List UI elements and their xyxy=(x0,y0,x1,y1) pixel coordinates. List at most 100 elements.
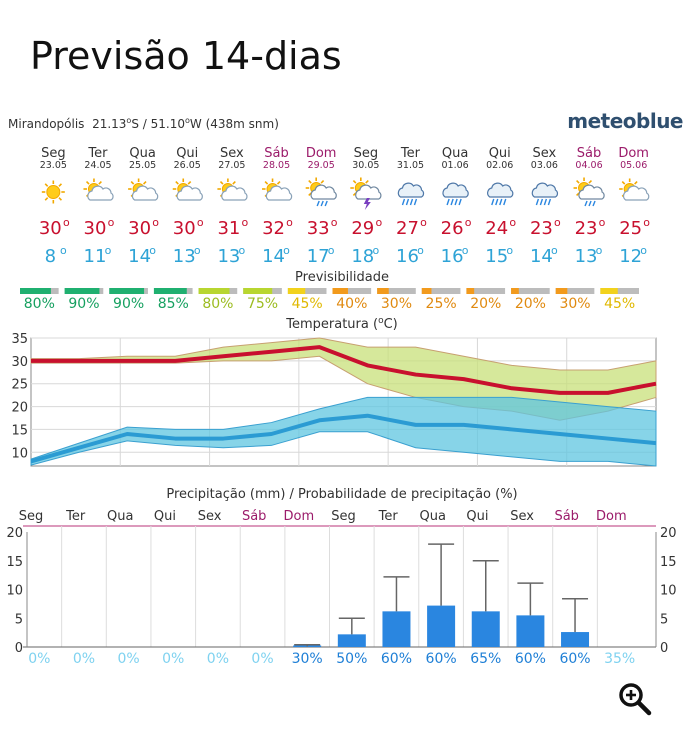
precip-probability: 50% xyxy=(336,651,367,667)
day-date: 31.05 xyxy=(397,160,424,171)
predictability-fill xyxy=(153,288,187,294)
precip-probability: 0% xyxy=(73,651,95,667)
location-name: Mirandopólis xyxy=(8,117,85,131)
sun-icon xyxy=(41,180,65,204)
precip-day-label: Seg xyxy=(19,509,44,524)
cloud-shape xyxy=(131,185,159,201)
degree-sign: o xyxy=(152,216,159,229)
predictability-value: 90% xyxy=(113,296,144,312)
precip-day-label: Sex xyxy=(510,509,534,524)
y-tick-label: 15 xyxy=(11,423,28,438)
degree-sign: o xyxy=(239,244,246,257)
location-lat-dir: S xyxy=(131,117,139,131)
cloud-shape xyxy=(265,185,293,201)
sun-ray xyxy=(276,181,281,185)
predictability-track xyxy=(421,288,461,294)
degree-sign: o xyxy=(554,216,561,229)
degree-sign: o xyxy=(462,244,469,257)
degree-sign: o xyxy=(417,244,424,257)
max-temp-label: 24 xyxy=(485,218,508,239)
precip-y-tick-right: 20 xyxy=(660,526,677,541)
cloud-shape xyxy=(622,185,650,201)
degree-sign: o xyxy=(599,216,606,229)
zoom-in-icon[interactable] xyxy=(617,681,653,717)
day-name: Seg xyxy=(41,146,66,161)
sun-cloud-icon xyxy=(172,178,203,201)
day-name: Dom xyxy=(306,146,337,161)
sun-ray xyxy=(130,181,135,185)
day-name: Sex xyxy=(533,146,557,161)
sun-ray xyxy=(142,181,147,185)
predictability-fill xyxy=(377,288,389,294)
predictability-fill xyxy=(64,288,100,294)
day-name: Sáb xyxy=(577,146,601,161)
degree-sign: o xyxy=(60,244,67,257)
degree-sign: o xyxy=(328,244,335,257)
rain-drop xyxy=(495,198,499,206)
predictability-fill xyxy=(466,288,475,294)
day-name: Dom xyxy=(618,146,649,161)
min-temp-label: 15 xyxy=(485,246,508,267)
precip-day-label: Seg xyxy=(331,509,356,524)
cloud-shape xyxy=(176,185,203,201)
location-lon-dir: W xyxy=(189,117,202,131)
degree-sign: o xyxy=(640,244,647,257)
rain-drop xyxy=(499,198,503,206)
precip-probability: 0% xyxy=(117,651,139,667)
day-name: Qua xyxy=(442,146,468,161)
predictability-fill xyxy=(511,288,519,294)
rain-drop xyxy=(316,200,320,207)
cloud-shape xyxy=(397,182,425,198)
page-title: Previsão 14-dias xyxy=(30,34,342,78)
rain-drop xyxy=(401,198,406,206)
sun-ray xyxy=(264,181,269,185)
degree-sign: o xyxy=(375,216,382,229)
day-name: Ter xyxy=(400,146,421,161)
max-temp-line xyxy=(31,345,657,395)
degree-sign: o xyxy=(372,244,379,257)
sun-ray xyxy=(352,180,357,184)
rain-drop xyxy=(491,198,495,206)
day-date: 28.05 xyxy=(263,160,290,171)
sun-ray xyxy=(308,180,312,184)
location-lon: 51.10 xyxy=(150,117,185,131)
sun-ray xyxy=(588,180,593,184)
cloud-shape xyxy=(355,184,382,200)
degree-sign: o xyxy=(643,216,650,229)
title-degree: o xyxy=(378,316,384,326)
precip-y-tick-left: 5 xyxy=(15,612,23,627)
predictability-fill xyxy=(20,288,51,294)
max-temp-label: 32 xyxy=(262,218,285,239)
y-tick-label: 25 xyxy=(11,378,28,393)
min-temp-label: 18 xyxy=(351,246,374,267)
precipitation-bar xyxy=(337,634,366,647)
precipitation-bar xyxy=(427,605,456,647)
sun-cloud-icon xyxy=(83,178,114,201)
predictability-fill xyxy=(243,288,273,294)
min-temp-label: 16 xyxy=(441,246,464,267)
y-tick-label: 35 xyxy=(11,332,28,347)
sun-cloud-rain-icon xyxy=(573,177,605,207)
cloud-shape xyxy=(487,182,514,198)
predictability-track xyxy=(511,288,550,294)
lightning-bolt xyxy=(363,198,371,210)
rain-drop xyxy=(543,198,548,206)
sun-cloud-icon xyxy=(262,178,293,201)
max-temp-label: 25 xyxy=(619,218,642,239)
precip-day-label: Dom xyxy=(284,509,315,524)
max-temp-label: 30 xyxy=(173,218,196,239)
day-name: Sáb xyxy=(264,146,288,161)
precip-y-tick-left: 0 xyxy=(15,641,23,656)
precip-day-label: Ter xyxy=(65,509,86,524)
cloud-shape xyxy=(87,185,114,201)
location-lat: 21.13 xyxy=(92,117,127,131)
predictability-fill xyxy=(600,288,618,294)
precip-y-tick-right: 5 xyxy=(660,612,668,627)
predictability-value: 40% xyxy=(336,296,367,312)
meteoblue-logo[interactable]: meteoblue xyxy=(567,109,683,133)
max-temp-label: 30 xyxy=(128,218,151,239)
precip-probability: 0% xyxy=(251,651,273,667)
degree-sign: o xyxy=(596,244,603,257)
precipitation-bar xyxy=(382,611,411,647)
precip-probability: 0% xyxy=(207,651,229,667)
